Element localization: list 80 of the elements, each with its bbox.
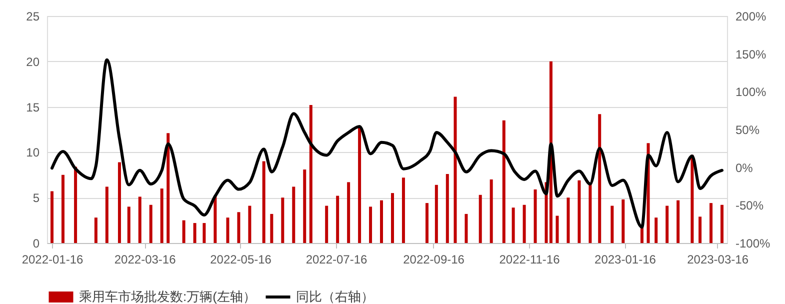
x-tick-label: 2023-03-16 [687, 252, 749, 266]
bar [490, 179, 493, 243]
bar [325, 206, 328, 243]
bar [303, 169, 306, 243]
y2-tick-label: -50% [736, 198, 764, 213]
bar [214, 196, 217, 243]
bar [698, 216, 702, 243]
bar [502, 120, 506, 243]
bar [166, 133, 170, 243]
x-tick-label: 2023-01-16 [594, 252, 656, 266]
y-tick-label: 10 [26, 146, 40, 160]
bar [454, 96, 457, 243]
bar [478, 194, 482, 243]
bar [270, 214, 274, 243]
bar [149, 204, 152, 243]
bar [138, 196, 142, 243]
bar [720, 204, 724, 243]
y2-tick-label: 0% [736, 160, 754, 175]
y-tick-label: 20 [26, 54, 40, 69]
bar [464, 214, 468, 243]
bar [598, 114, 602, 243]
bar [512, 208, 515, 243]
y2-tick-label: 100% [736, 85, 767, 100]
bar [94, 218, 98, 243]
bar [74, 166, 78, 243]
bar [588, 184, 592, 243]
y2-tick-label: 150% [736, 47, 767, 62]
bar [182, 220, 186, 243]
bar [390, 193, 394, 243]
bar [710, 203, 713, 243]
bar [202, 223, 206, 243]
bar [434, 184, 438, 243]
bar [193, 223, 196, 243]
bar [566, 198, 570, 243]
y-tick-label: 15 [26, 100, 40, 114]
bar [358, 126, 362, 243]
y2-tick-label: 200% [736, 10, 767, 24]
y-tick-label: 25 [26, 10, 40, 24]
bar [61, 174, 64, 243]
bar [281, 198, 284, 243]
bar [534, 189, 537, 243]
bar [127, 206, 130, 243]
bar [248, 206, 252, 243]
bar [402, 178, 405, 243]
bar [654, 218, 658, 243]
bar [369, 206, 372, 243]
y-tick-label: 0 [32, 236, 40, 250]
bar [666, 206, 669, 243]
bar [622, 199, 625, 243]
bar [446, 174, 449, 243]
x-tick-label: 2022-07-16 [306, 252, 368, 266]
bar [578, 180, 581, 243]
x-tick-label: 2022-05-16 [210, 252, 272, 266]
bar [262, 161, 266, 243]
y2-tick-label: 50% [736, 123, 760, 137]
bar [380, 200, 384, 243]
x-tick-label: 2022-09-16 [403, 252, 465, 266]
bar [118, 162, 121, 243]
legend-label: 同比（右轴） [296, 289, 374, 304]
bar [50, 191, 54, 243]
bar [556, 216, 559, 243]
bar [610, 206, 614, 243]
x-tick-label: 2022-01-16 [22, 252, 84, 266]
y2-tick-label: -100% [736, 236, 771, 250]
bar [309, 104, 312, 243]
bar [336, 196, 340, 243]
line-series [50, 58, 724, 229]
bar [105, 186, 108, 243]
bar [522, 204, 526, 243]
bar [676, 200, 680, 243]
bar [426, 203, 429, 243]
x-tick-label: 2022-11-16 [499, 252, 560, 266]
legend-label: 乘用车市场批发数:万辆(左轴） [79, 289, 256, 304]
bar [160, 188, 164, 243]
bar [292, 186, 296, 243]
bar [226, 218, 230, 243]
y-tick-label: 5 [32, 191, 40, 206]
x-tick-label: 2022-03-16 [114, 252, 176, 266]
bar [237, 212, 240, 243]
bar [347, 182, 350, 243]
